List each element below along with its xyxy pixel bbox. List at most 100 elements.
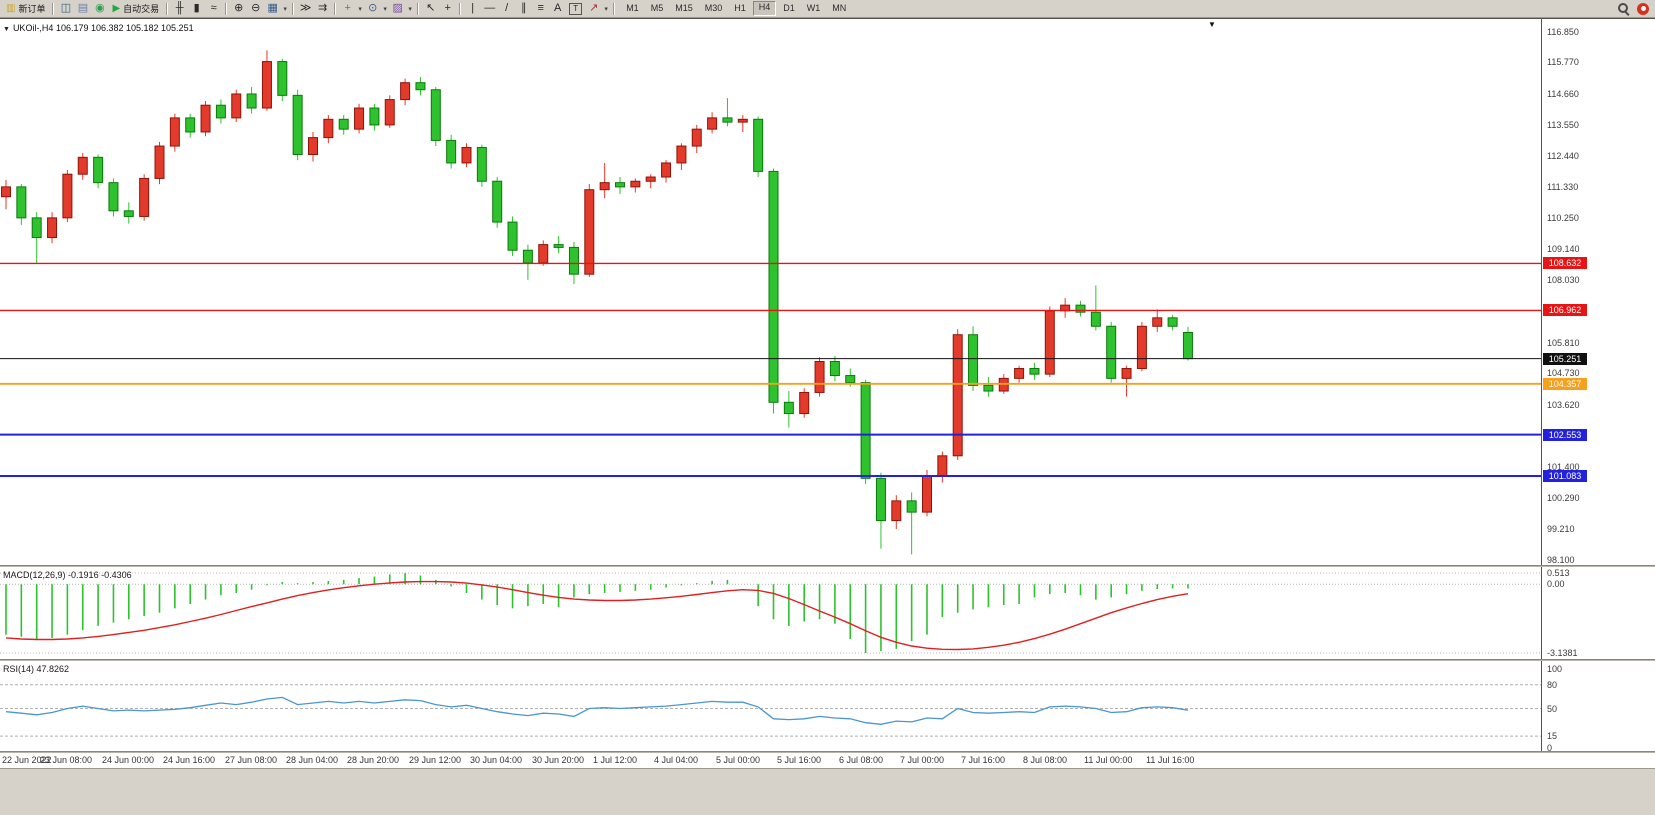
profiles-icon[interactable]: ▤	[77, 2, 89, 14]
tile-windows-icon[interactable]: ▦	[267, 2, 278, 14]
zoom-out-icon[interactable]: ⊖	[251, 2, 261, 14]
timeframe-d1[interactable]: D1	[783, 3, 795, 13]
timeframe-m5[interactable]: M5	[650, 3, 664, 13]
chart-info: ▼ UKOil-,H4 106.179 106.382 105.182 105.2…	[3, 23, 194, 33]
time-tick: 6 Jul 08:00	[839, 755, 884, 765]
bar-chart-icon[interactable]: ╫	[175, 2, 184, 14]
new-chart-icon[interactable]: ◫	[60, 2, 72, 14]
price-tick: 100.290	[1547, 493, 1580, 504]
time-tick: 5 Jul 00:00	[716, 755, 761, 765]
chart-ohlc-text: UKOil-,H4 106.179 106.382 105.182 105.25…	[12, 23, 194, 33]
timeframe-w1[interactable]: W1	[806, 3, 821, 13]
price-tick: 108.030	[1547, 275, 1580, 286]
cursor-icon[interactable]: ↖	[426, 2, 436, 14]
macd-tick: 0.00	[1547, 579, 1565, 590]
toolbar-separator	[334, 2, 337, 15]
new-order-button[interactable]: ▥ 新订单	[2, 1, 49, 16]
arrows-icon[interactable]: ↗	[589, 2, 599, 14]
panel-splitter[interactable]	[0, 659, 1655, 661]
price-tick: 114.660	[1547, 88, 1579, 99]
time-tick: 27 Jun 08:00	[225, 755, 278, 765]
price-chart-panel[interactable]	[0, 19, 1541, 565]
panel-splitter[interactable]	[0, 751, 1655, 753]
chart-shift-icon[interactable]: ⇉	[318, 2, 328, 14]
price-tick: 103.620	[1547, 399, 1580, 410]
price-line-label: 102.553	[1543, 428, 1587, 441]
price-line-label: 105.251	[1543, 352, 1587, 365]
horizontal-line-icon[interactable]: —	[484, 2, 496, 14]
timeframe-mn[interactable]: MN	[832, 3, 847, 13]
price-line-label: 104.357	[1543, 377, 1587, 390]
time-tick: 28 Jun 20:00	[347, 755, 400, 765]
rsi-tick: 100	[1547, 664, 1563, 674]
timeframe-m15[interactable]: M15	[675, 3, 693, 13]
price-line-label: 106.962	[1543, 304, 1587, 317]
toolbar: ▥ 新订单 ◫ ▤ ◉ ▶ 自动交易 ╫ ▮ ≈ ⊕ ⊖ ▦ ▾ ≫ ⇉ + ▾ ⊙ ▾ ▨ ▾ ↖ + | — / ∥ ≡ A T ↗ ▾ M1…	[0, 0, 1655, 18]
macd-chart[interactable]	[0, 567, 1541, 659]
indicators-dropdown-icon[interactable]: ▾	[358, 5, 362, 13]
timeframe-h1[interactable]: H1	[734, 3, 746, 13]
search-icon[interactable]	[1617, 2, 1630, 15]
toolbar-separator	[52, 2, 55, 15]
time-tick: 5 Jul 16:00	[777, 755, 822, 765]
periods-dropdown-icon[interactable]: ▾	[383, 5, 387, 13]
price-tick: 99.210	[1547, 523, 1575, 534]
price-tick: 101.400	[1547, 462, 1580, 473]
timeframe-h4[interactable]: H4	[752, 1, 777, 16]
text-label-icon[interactable]: T	[569, 2, 583, 15]
time-tick: 8 Jul 08:00	[1023, 755, 1068, 765]
timeframe-m30[interactable]: M30	[704, 3, 723, 13]
status-strip	[0, 768, 1655, 815]
candlestick-chart[interactable]	[0, 19, 1541, 565]
time-tick: 23 Jun 08:00	[40, 755, 93, 765]
macd-tick: 0.513	[1547, 568, 1570, 578]
macd-panel[interactable]	[0, 567, 1541, 659]
indicators-icon[interactable]: +	[344, 2, 351, 14]
refresh-icon[interactable]: ◉	[95, 2, 105, 14]
time-tick: 24 Jun 00:00	[102, 755, 155, 765]
rsi-name: RSI(14)	[3, 664, 35, 674]
periods-icon[interactable]: ⊙	[368, 2, 378, 14]
macd-name: MACD(12,26,9)	[3, 570, 66, 580]
chart-shift-marker-icon[interactable]: ▼	[1208, 20, 1216, 29]
autotrading-button[interactable]: ▶ 自动交易	[108, 1, 163, 16]
panel-splitter[interactable]	[0, 565, 1655, 567]
time-tick: 11 Jul 16:00	[1146, 755, 1195, 765]
crosshair-icon[interactable]: +	[444, 2, 451, 14]
autotrading-icon: ▶	[112, 3, 121, 14]
zoom-in-icon[interactable]: ⊕	[234, 2, 244, 14]
price-axis[interactable]: 116.850 115.770 114.660 113.550 112.440 111.3…	[1541, 19, 1655, 753]
toolbar-right	[1617, 2, 1649, 15]
rsi-value: 47.8262	[36, 664, 70, 674]
vertical-line-icon[interactable]: |	[471, 2, 475, 14]
fibonacci-icon[interactable]: ≡	[537, 2, 544, 14]
arrows-dropdown-icon[interactable]: ▾	[604, 5, 608, 13]
rsi-tick: 0	[1547, 743, 1553, 753]
rsi-panel[interactable]	[0, 661, 1541, 751]
trendline-icon[interactable]: /	[505, 2, 509, 14]
time-tick: 28 Jun 04:00	[286, 755, 339, 765]
time-axis[interactable]: 22 Jun 2022 23 Jun 08:00 24 Jun 00:00 24 Ju…	[0, 753, 1655, 768]
price-tick: 115.770	[1547, 57, 1579, 68]
quote-dropdown-icon[interactable]: ▼	[3, 26, 10, 33]
time-tick: 1 Jul 12:00	[593, 755, 638, 765]
price-tick: 105.810	[1547, 337, 1580, 348]
line-chart-icon[interactable]: ≈	[210, 2, 217, 14]
auto-scroll-icon[interactable]: ≫	[299, 2, 312, 14]
windows-dropdown-icon[interactable]: ▾	[283, 5, 287, 13]
templates-dropdown-icon[interactable]: ▾	[408, 5, 412, 13]
text-icon[interactable]: A	[554, 2, 562, 14]
price-tick: 104.730	[1547, 368, 1580, 379]
toolbar-buttons: ▥ 新订单 ◫ ▤ ◉ ▶ 自动交易 ╫ ▮ ≈ ⊕ ⊖ ▦ ▾ ≫ ⇉ + ▾ ⊙ ▾ ▨ ▾ ↖ + | — / ∥ ≡ A T ↗ ▾ M1…	[0, 0, 852, 17]
timeframe-m1[interactable]: M1	[626, 3, 639, 13]
rsi-chart[interactable]	[0, 661, 1541, 751]
rsi-label: RSI(14) 47.8262	[3, 664, 69, 674]
templates-icon[interactable]: ▨	[392, 2, 403, 14]
candlestick-chart-icon[interactable]: ▮	[193, 2, 200, 14]
toolbar-separator	[417, 2, 420, 15]
toolbar-separator	[459, 2, 462, 15]
community-icon[interactable]	[1637, 2, 1649, 15]
time-tick: 11 Jul 00:00	[1084, 755, 1133, 765]
channel-icon[interactable]: ∥	[520, 2, 527, 14]
macd-label: MACD(12,26,9) -0.1916 -0.4306	[3, 570, 132, 580]
